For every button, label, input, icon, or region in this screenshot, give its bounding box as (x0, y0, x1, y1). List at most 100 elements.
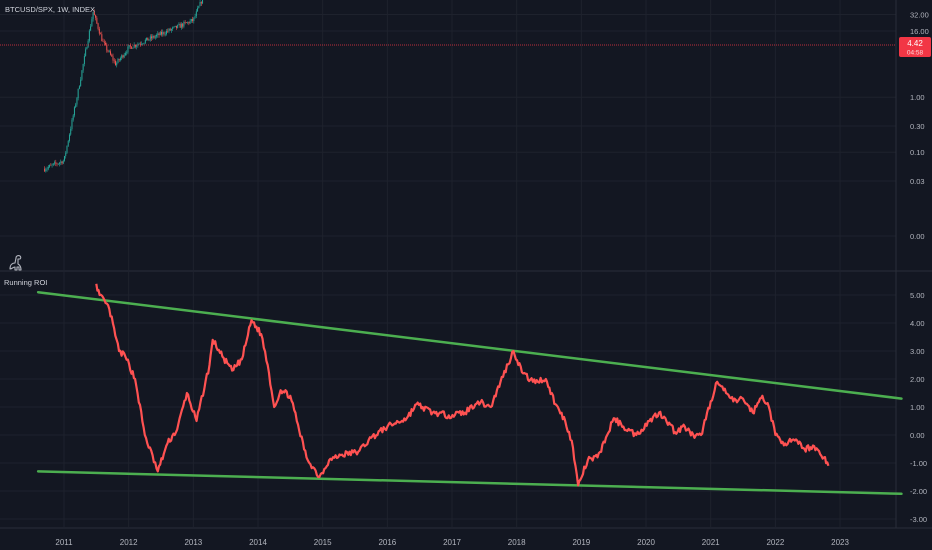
candle (178, 22, 180, 26)
candle (156, 33, 158, 39)
bottom-y-tick-label: -2.00 (910, 487, 927, 496)
candle (114, 59, 116, 66)
candle (157, 31, 159, 38)
candle (118, 58, 120, 62)
candle (54, 160, 56, 166)
candle (75, 102, 77, 109)
candle (200, 1, 202, 6)
candle (80, 76, 82, 87)
candle (116, 61, 118, 68)
candle (162, 29, 164, 37)
candle (108, 49, 110, 53)
running-roi-line[interactable] (95, 283, 830, 487)
top-price-axis[interactable]: 32.00 16.00 1.00 0.30 0.10 0.03 0.00 (910, 10, 929, 241)
candle (188, 21, 190, 26)
candle (173, 26, 175, 29)
candle (83, 53, 85, 67)
candle (199, 0, 201, 7)
candle (169, 27, 171, 31)
candle (113, 58, 115, 64)
candle (55, 159, 57, 167)
bottom-y-tick-label: 4.00 (910, 319, 925, 328)
candle (144, 38, 146, 45)
x-tick-label: 2018 (508, 538, 526, 547)
candle (143, 42, 145, 45)
x-tick-label: 2014 (249, 538, 267, 547)
candle (110, 49, 112, 56)
candle (76, 96, 78, 107)
bottom-y-tick-label: 3.00 (910, 347, 925, 356)
candle (63, 155, 65, 162)
candle (67, 139, 69, 147)
candle (101, 31, 103, 42)
bottom-y-tick-label: -3.00 (910, 515, 927, 524)
candle (85, 47, 87, 57)
candle (87, 38, 89, 48)
candle (147, 37, 149, 41)
candle (151, 34, 153, 41)
trend-line-lower[interactable] (36, 470, 903, 496)
candle (182, 22, 184, 29)
x-tick-label: 2022 (766, 538, 784, 547)
candle (139, 41, 141, 47)
candle (158, 32, 160, 38)
candle (179, 22, 181, 28)
candle (152, 34, 154, 40)
candle (50, 163, 52, 166)
price-badge-value: 4.42 (907, 39, 923, 48)
trend-lines[interactable] (36, 290, 903, 496)
x-tick-label: 2020 (637, 538, 655, 547)
x-tick-label: 2017 (443, 538, 461, 547)
candle (47, 165, 49, 171)
candle (177, 24, 179, 29)
x-tick-label: 2023 (831, 538, 849, 547)
candle (107, 49, 109, 53)
candle (129, 43, 131, 49)
candle (100, 32, 102, 35)
price-badge: 4.42 04:58 (899, 37, 931, 57)
candle (172, 26, 174, 31)
candle (45, 167, 47, 173)
bottom-price-axis[interactable]: 5.00 4.00 3.00 2.00 1.00 0.00 -1.00 -2.00 -3.00 (910, 291, 927, 524)
candle (119, 56, 121, 62)
candle (81, 69, 83, 81)
candle (183, 20, 185, 29)
candlestick-series[interactable] (44, 0, 830, 173)
candle (72, 114, 74, 122)
trend-line-upper[interactable] (36, 290, 903, 400)
x-tick-label: 2011 (55, 538, 73, 547)
indicator-title[interactable]: Running ROI (4, 278, 47, 287)
candle (194, 13, 196, 19)
candle (59, 161, 61, 167)
candle (161, 29, 163, 37)
candle (123, 52, 125, 59)
candle (197, 5, 199, 12)
candle (189, 18, 191, 25)
candle (190, 18, 192, 23)
time-axis[interactable]: 2011 2012 2013 2014 2015 2016 2017 2018 2019 2020… (55, 538, 849, 547)
top-y-tick-label: 0.30 (910, 122, 925, 131)
candle (82, 63, 84, 73)
candle (128, 45, 130, 49)
candle (105, 40, 107, 46)
top-y-tick-label: 0.03 (910, 177, 925, 186)
symbol-title[interactable]: BTCUSD/SPX, 1W, INDEX (5, 5, 95, 14)
candle (49, 164, 51, 168)
candle (106, 42, 108, 53)
candle (184, 20, 186, 25)
candle (193, 17, 195, 24)
bottom-y-tick-label: 5.00 (910, 291, 925, 300)
candle (77, 88, 79, 101)
candle (159, 30, 161, 36)
candle (165, 29, 167, 36)
candle (121, 54, 123, 61)
x-tick-label: 2019 (572, 538, 590, 547)
candle (62, 159, 64, 165)
candle (88, 29, 90, 43)
candle (96, 15, 98, 25)
candle (86, 46, 88, 50)
candle (126, 50, 128, 56)
x-tick-label: 2013 (184, 538, 202, 547)
